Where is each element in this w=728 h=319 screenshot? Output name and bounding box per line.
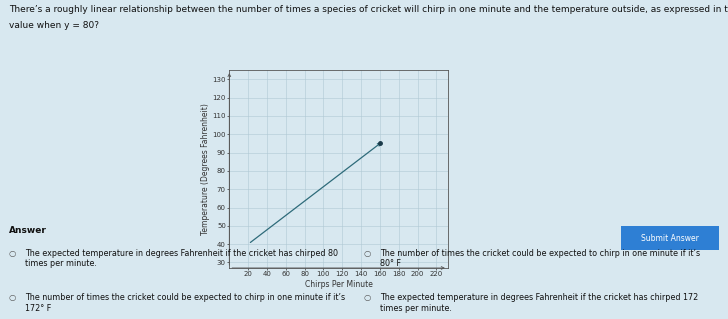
Text: Answer: Answer [9,226,47,235]
Text: ○: ○ [9,249,16,258]
Text: ○: ○ [364,293,371,302]
Text: ○: ○ [9,293,16,302]
Text: ○: ○ [364,249,371,258]
Text: value when y = 80?: value when y = 80? [9,21,99,30]
Text: The number of times the cricket could be expected to chirp in one minute if it’s: The number of times the cricket could be… [25,293,345,313]
Y-axis label: Temperature (Degrees Fahrenheit): Temperature (Degrees Fahrenheit) [201,103,210,235]
Text: The number of times the cricket could be expected to chirp in one minute if it’s: The number of times the cricket could be… [380,249,700,268]
Text: There’s a roughly linear relationship between the number of times a species of c: There’s a roughly linear relationship be… [9,5,728,14]
Text: The expected temperature in degrees Fahrenheit if the cricket has chirped 80
tim: The expected temperature in degrees Fahr… [25,249,338,268]
Text: The expected temperature in degrees Fahrenheit if the cricket has chirped 172
ti: The expected temperature in degrees Fahr… [380,293,698,313]
Text: Submit Answer: Submit Answer [641,234,699,243]
X-axis label: Chirps Per Minute: Chirps Per Minute [304,280,373,289]
